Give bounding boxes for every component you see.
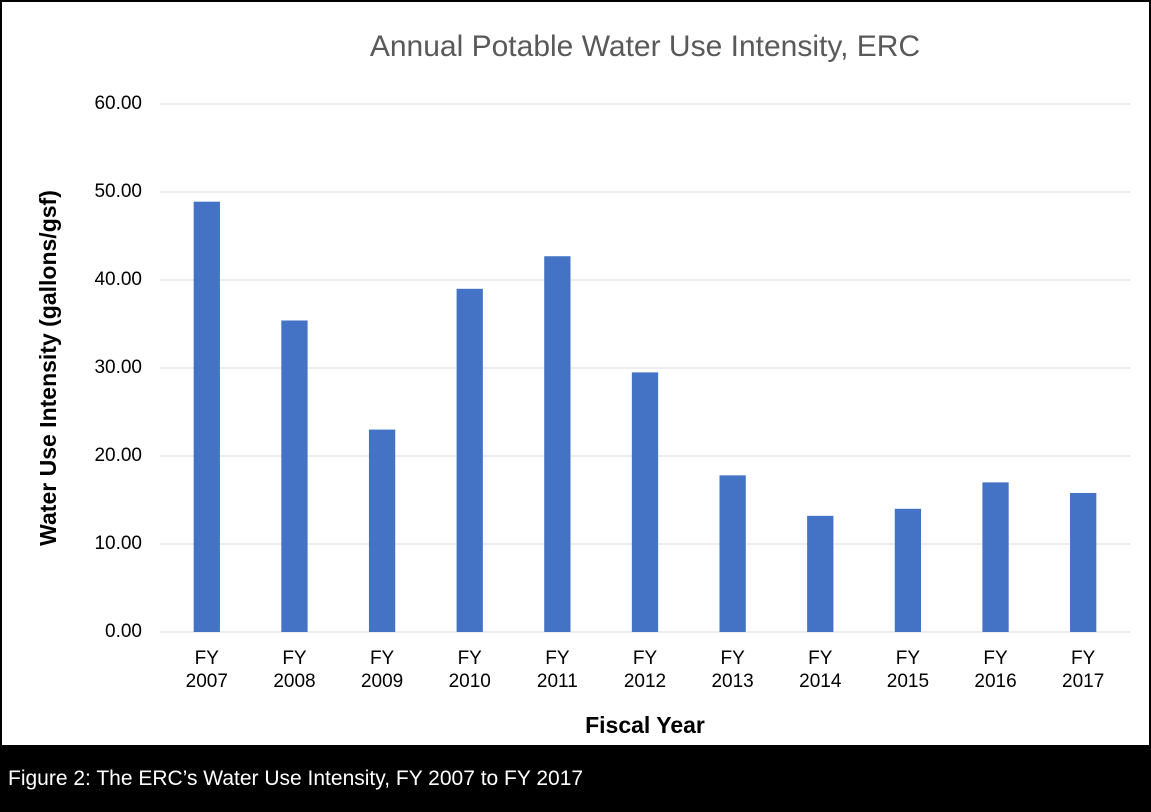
- bar: [281, 320, 308, 632]
- x-tick-label: FY 2007: [185, 648, 228, 692]
- chart-title: Annual Potable Water Use Intensity, ERC: [370, 30, 920, 63]
- y-tick-label: 40.00: [94, 269, 142, 290]
- caption: Figure 2: The ERC’s Water Use Intensity,…: [0, 746, 1151, 812]
- bar: [719, 475, 746, 632]
- x-tick-label: FY 2014: [799, 648, 842, 692]
- x-tick-label: FY 2015: [886, 648, 930, 692]
- bar: [894, 508, 922, 632]
- x-axis-label: Fiscal Year: [585, 712, 705, 738]
- chart-border: [0, 0, 1151, 747]
- bar: [1070, 492, 1097, 632]
- x-tick-label: FY 2010: [448, 648, 491, 692]
- x-tick-label: FY 2017: [1062, 648, 1105, 692]
- y-axis-label: Water Use Intensity (gallons/gsf): [35, 190, 61, 546]
- bar: [982, 482, 1009, 632]
- y-tick-label: 20.00: [94, 445, 142, 466]
- y-tick-label: 30.00: [94, 357, 142, 378]
- x-tick-label: FY 2016: [974, 648, 1017, 692]
- x-tick-label: FY 2012: [623, 648, 667, 692]
- x-tick-label: FY 2011: [536, 648, 578, 692]
- y-tick-label: 60.00: [94, 93, 142, 114]
- bar: [807, 515, 834, 632]
- bar: [631, 372, 659, 632]
- y-tick-label: 0.00: [105, 621, 142, 642]
- x-tick-label: FY 2009: [360, 648, 404, 692]
- bar: [368, 429, 396, 632]
- x-tick-label: FY 2013: [711, 648, 754, 692]
- bar: [456, 288, 483, 632]
- bar: [193, 201, 220, 632]
- y-tick-label: 50.00: [94, 181, 142, 202]
- x-tick-label: FY 2008: [273, 648, 316, 692]
- y-tick-label: 10.00: [94, 533, 142, 554]
- bar: [544, 256, 571, 632]
